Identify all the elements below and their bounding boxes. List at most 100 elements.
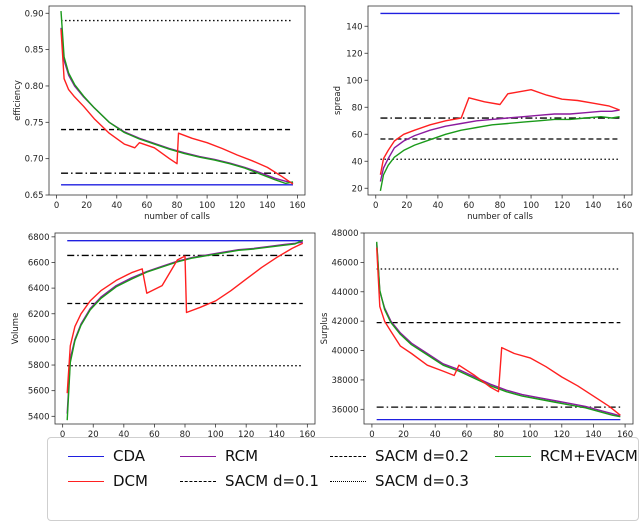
- y-tick-label: 36000: [331, 405, 358, 415]
- x-tick: 160: [299, 424, 315, 440]
- x-tick-label: 20: [81, 201, 92, 211]
- y-axis-label: Volume: [11, 313, 21, 345]
- y-tick: 36000: [331, 405, 364, 415]
- series-rcm: [379, 109, 620, 182]
- legend-item-sacm02: SACM d=0.2: [330, 446, 469, 466]
- y-tick: 0.90: [25, 9, 49, 19]
- legend-label: SACM d=0.2: [375, 447, 469, 465]
- legend-label: DCM: [113, 472, 148, 490]
- x-tick-label: 120: [229, 201, 245, 211]
- x-tick: 160: [617, 424, 633, 440]
- x-tick: 160: [289, 195, 306, 211]
- legend-item-rcm: RCM: [180, 446, 258, 466]
- x-tick: 0: [373, 195, 378, 211]
- y-tick-label: 120: [346, 49, 362, 59]
- legend-item-sacm03: SACM d=0.3: [330, 471, 469, 491]
- legend: CDA DCM RCM SACM d=0.1 SACM d=0.2 SACM d=0.3 R…: [47, 437, 639, 521]
- x-tick-label: 80: [493, 430, 504, 440]
- y-tick-label: 0.65: [25, 191, 44, 201]
- x-tick: 40: [111, 195, 122, 211]
- x-tick: 120: [238, 424, 254, 440]
- x-tick-label: 40: [430, 430, 441, 440]
- chart-panel-spread: 0 20 40 60 80 100 120 140 160 20 40 60 80 100 120 140 nu…: [333, 5, 633, 222]
- series-dcm: [376, 247, 621, 416]
- y-tick-label: 80: [352, 103, 363, 113]
- x-tick-label: 120: [554, 201, 570, 211]
- x-axis-label: number of calls: [467, 212, 533, 222]
- x-tick-label: 0: [373, 201, 378, 211]
- x-tick-label: 60: [464, 201, 475, 211]
- y-axis-label: Surplus: [320, 312, 330, 344]
- x-tick-label: 0: [54, 201, 59, 211]
- y-tick: 6600: [28, 258, 55, 268]
- y-tick: 80: [352, 103, 368, 113]
- y-tick-label: 42000: [331, 317, 358, 327]
- y-tick: 0.70: [25, 155, 49, 165]
- x-tick: 100: [522, 424, 538, 440]
- x-tick: 80: [172, 195, 182, 211]
- y-tick-label: 5400: [28, 412, 50, 422]
- x-tick-label: 40: [111, 201, 122, 211]
- y-tick: 38000: [331, 376, 364, 386]
- y-tick: 140: [346, 22, 368, 32]
- y-tick-label: 0.90: [25, 9, 44, 19]
- x-tick: 140: [585, 195, 601, 211]
- x-tick-label: 140: [269, 430, 285, 440]
- x-tick-label: 140: [259, 201, 275, 211]
- y-tick: 6200: [28, 310, 55, 320]
- x-tick-label: 80: [180, 430, 191, 440]
- x-axis-label: number of calls: [144, 212, 210, 222]
- x-tick: 20: [398, 424, 409, 440]
- legend-swatch: [180, 480, 216, 482]
- series-dcm: [66, 242, 304, 394]
- x-tick: 140: [269, 424, 285, 440]
- x-tick-label: 60: [141, 201, 152, 211]
- x-tick-label: 140: [585, 430, 601, 440]
- x-tick: 140: [259, 195, 275, 211]
- series-dcm: [60, 29, 294, 185]
- y-tick-label: 6800: [28, 233, 50, 243]
- x-tick-label: 140: [585, 201, 601, 211]
- y-tick-label: 20: [352, 184, 363, 194]
- series-rcmevacm: [60, 11, 294, 185]
- x-tick: 60: [461, 424, 472, 440]
- x-tick-label: 0: [60, 430, 65, 440]
- y-axis-label: efficiency: [13, 80, 23, 121]
- y-tick: 48000: [331, 229, 364, 239]
- legend-item-cda: CDA: [68, 446, 145, 466]
- x-tick: 0: [54, 195, 59, 211]
- y-tick: 60: [352, 130, 368, 140]
- x-tick: 20: [401, 195, 412, 211]
- y-tick: 40000: [331, 347, 364, 357]
- x-tick: 120: [554, 424, 570, 440]
- x-tick-label: 60: [461, 430, 472, 440]
- x-tick: 60: [149, 424, 160, 440]
- y-tick-label: 100: [346, 76, 362, 86]
- chart-panel-volume: 0 20 40 60 80 100 120 140 160 5400 5600 5800 6000 620…: [11, 232, 315, 451]
- series-dcm: [379, 88, 620, 175]
- x-tick: 60: [141, 195, 152, 211]
- legend-label: RCM: [225, 447, 259, 465]
- y-tick: 40: [352, 157, 368, 167]
- series-rcmevacm: [379, 115, 620, 192]
- y-tick-label: 38000: [331, 376, 358, 386]
- x-tick-label: 80: [495, 201, 506, 211]
- x-tick: 40: [118, 424, 129, 440]
- legend-item-dcm: DCM: [68, 471, 148, 491]
- y-tick: 0.75: [25, 118, 49, 128]
- y-axis-label: spread: [333, 86, 343, 115]
- chart-panel-surplus: 0 20 40 60 80 100 120 140 160 36000 38000 40000 4200…: [320, 229, 634, 451]
- y-tick: 0.65: [25, 191, 49, 201]
- y-tick-label: 0.75: [25, 118, 44, 128]
- x-tick-label: 20: [401, 201, 412, 211]
- legend-label: SACM d=0.3: [375, 472, 469, 490]
- legend-item-sacm01: SACM d=0.1: [180, 471, 319, 491]
- y-tick-label: 6600: [28, 258, 50, 268]
- x-tick: 20: [81, 195, 92, 211]
- x-tick: 100: [199, 195, 215, 211]
- y-tick: 6000: [28, 335, 55, 345]
- x-tick-label: 0: [369, 430, 374, 440]
- legend-label: SACM d=0.1: [225, 472, 319, 490]
- y-tick: 20: [352, 184, 368, 194]
- y-tick: 5600: [28, 387, 55, 397]
